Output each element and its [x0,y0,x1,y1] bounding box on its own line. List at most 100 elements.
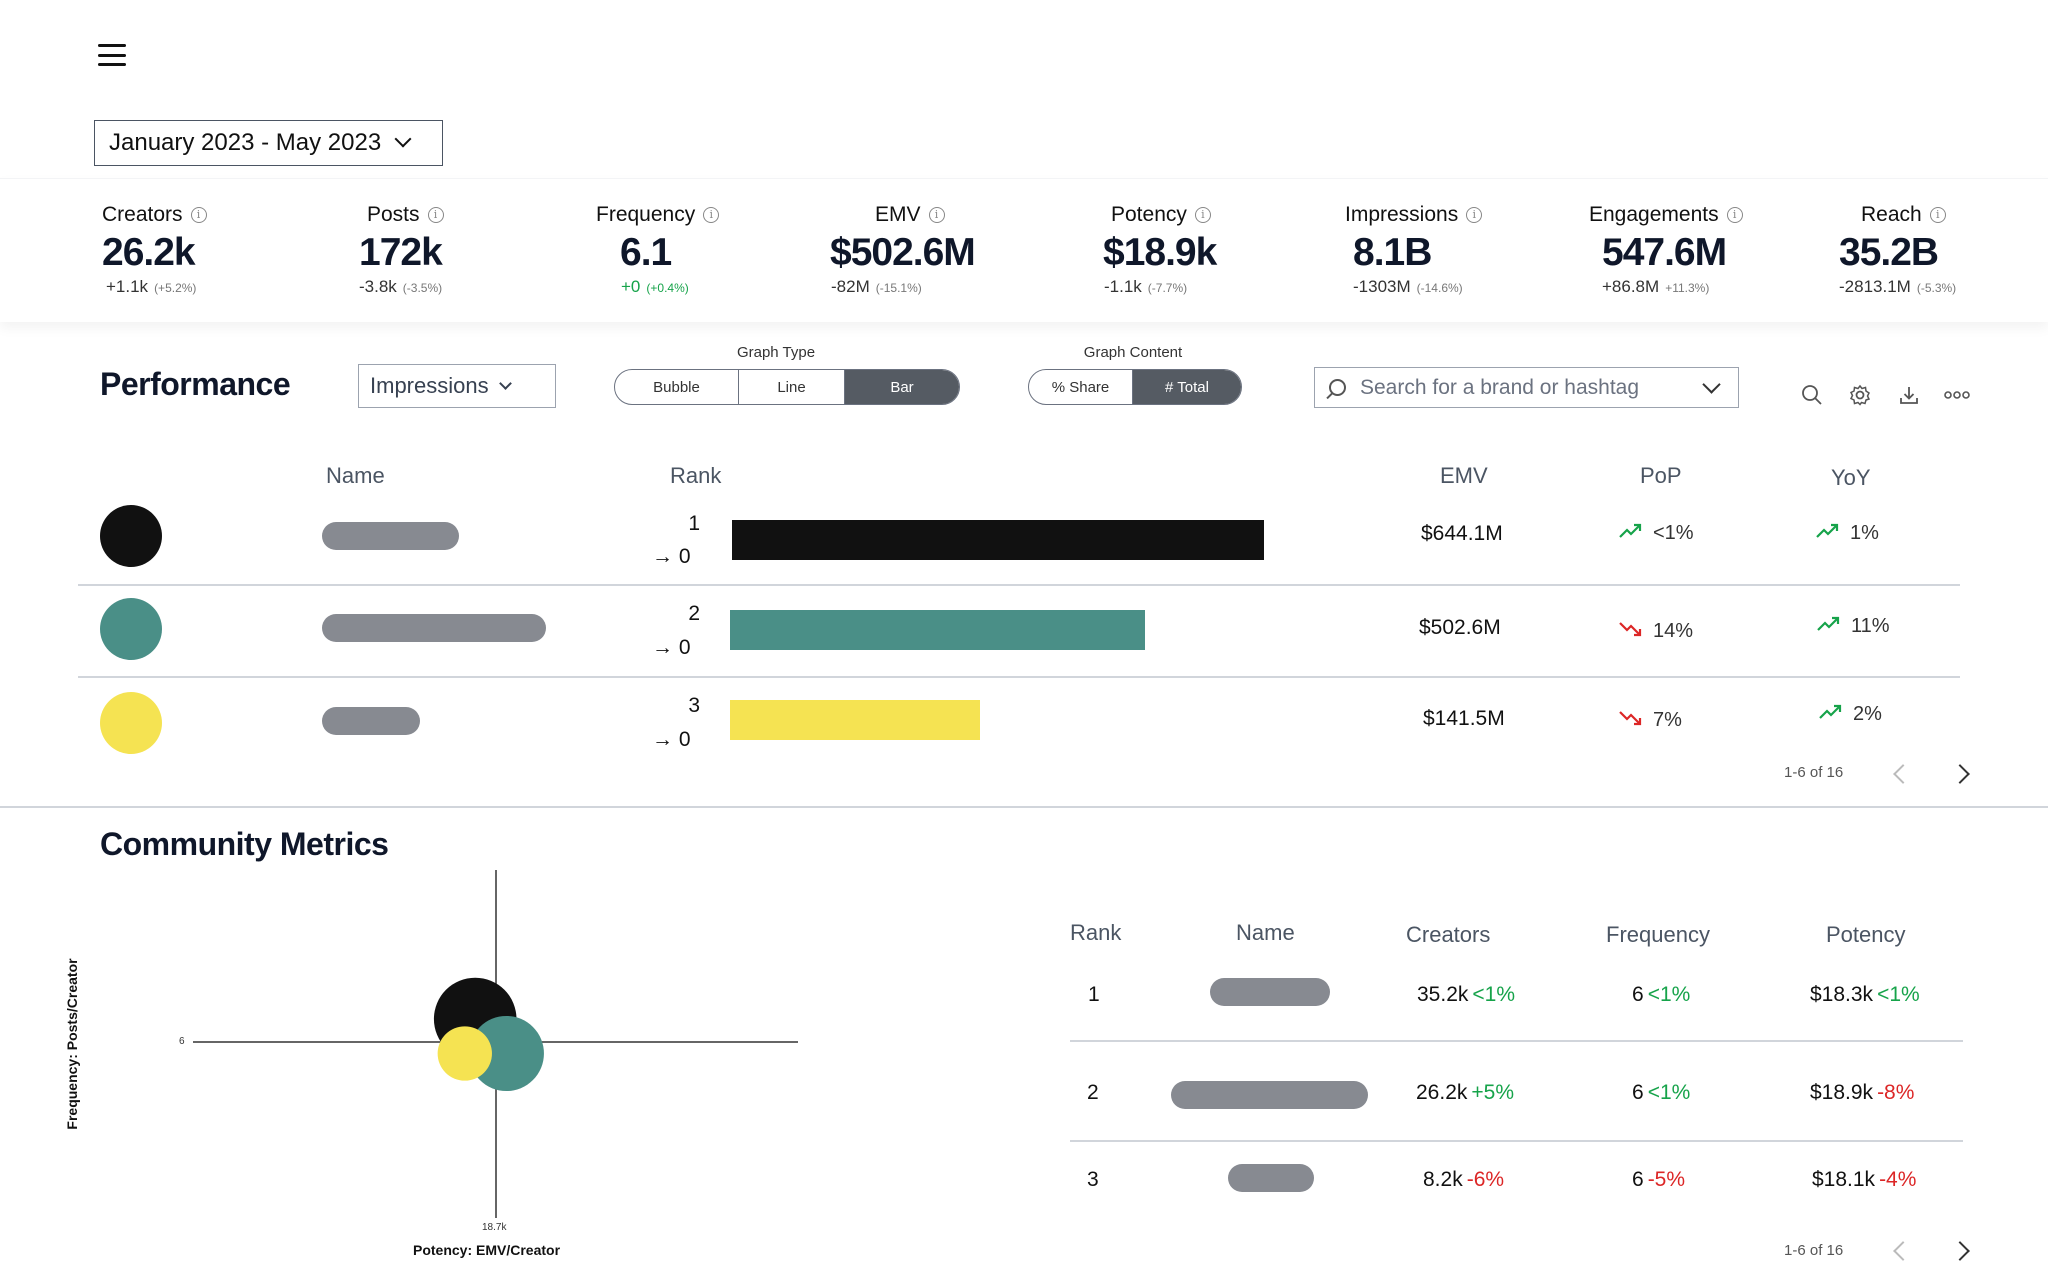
rank-change: → 0 [652,728,691,751]
potency-value: $18.1k [1812,1168,1876,1191]
pop-trend: 14% [1619,620,1693,643]
col-head-frequency: Frequency [1606,922,1710,947]
bubble-chart [193,870,798,1218]
brand-color-dot [100,692,162,754]
info-icon[interactable]: i [1194,207,1211,223]
rank-number: 2 [688,602,700,625]
graph-type-bar[interactable]: Bar [845,370,959,404]
y-axis-title: Frequency: Posts/Creator [64,958,80,1130]
pop-trend: <1% [1619,522,1694,545]
trend-up-icon [1619,522,1653,545]
info-icon[interactable]: i [703,207,720,223]
info-icon[interactable]: i [1929,207,1946,223]
info-icon[interactable]: i [1726,207,1743,223]
creators-cell: 26.2k +5% [1416,1081,1514,1105]
row-divider [78,584,1960,586]
col-head-creators: Creators [1406,922,1491,947]
row-divider [1070,1040,1963,1042]
kpi-delta-pct: (-15.1%) [875,281,922,295]
kpi-label: Creators [102,203,183,226]
x-axis-title: Potency: EMV/Creator [413,1242,561,1258]
search-icon [1329,379,1346,396]
performance-bar [730,700,980,740]
kpi-reach: Reach i 35.2B -2813.1M (-5.3%) [1839,203,1956,297]
kpi-creators: Creators i 26.2k +1.1k (+5.2%) [102,203,207,297]
info-icon[interactable]: i [1466,207,1483,223]
kpi-label: Impressions [1345,203,1459,226]
more-icon[interactable] [1944,382,1970,408]
rank-number: 1 [688,512,700,535]
rank-change: → 0 [652,545,691,568]
info-icon[interactable]: i [190,207,207,223]
yoy-trend: 1% [1816,522,1879,545]
potency-cell: $18.9k -8% [1810,1081,1914,1105]
col-head-rank: Rank [1070,920,1122,945]
trend-down-icon [1619,620,1653,643]
potency-delta: -8% [1877,1081,1915,1104]
kpi-value: 172k [359,231,443,274]
chevron-right-icon[interactable] [1950,764,1970,784]
potency-cell: $18.3k <1% [1810,983,1920,1007]
info-icon[interactable]: i [928,207,945,223]
chevron-left-icon[interactable] [1893,764,1913,784]
metric-select[interactable]: Impressions [358,364,556,408]
pop-trend: 7% [1619,709,1682,732]
frequency-value: 6 [1632,983,1644,1006]
creators-delta: -6% [1466,1168,1505,1191]
date-range-select[interactable]: January 2023 - May 2023 [94,120,443,166]
trend-up-icon [1816,522,1850,545]
chevron-left-icon[interactable] [1893,1241,1913,1261]
hamburger-menu-icon[interactable] [98,44,126,66]
graph-type-bubble[interactable]: Bubble [615,370,739,404]
gear-icon[interactable] [1847,382,1873,408]
pop-value: 7% [1653,709,1682,731]
col-head-pop: PoP [1640,463,1682,488]
emv-value: $502.6M [1419,616,1501,639]
col-head-emv: EMV [1440,463,1488,488]
brand-search-select[interactable]: Search for a brand or hashtag [1314,367,1739,408]
potency-delta: <1% [1877,983,1920,1006]
rank-number: 3 [688,694,700,717]
brand-name-redacted [322,707,420,735]
chevron-down-icon [394,130,412,148]
kpi-value: $502.6M [830,231,976,274]
chevron-right-icon[interactable] [1950,1241,1970,1261]
yoy-value: 2% [1853,703,1882,725]
creators-delta: +5% [1471,1081,1514,1104]
graph-content-total[interactable]: # Total [1133,370,1241,404]
performance-bar [732,520,1264,560]
search-icon[interactable] [1799,382,1825,408]
brand-name-redacted [322,614,546,642]
trend-down-icon [1619,709,1653,732]
bubble-brand-2[interactable] [468,1015,544,1092]
kpi-delta-pct: (+5.2%) [154,281,197,295]
kpi-summary-bar: Creators i 26.2k +1.1k (+5.2%) Posts i 172k… [0,178,2048,322]
creators-cell: 8.2k -6% [1423,1168,1504,1192]
pop-value: <1% [1653,522,1694,544]
creators-delta: <1% [1472,983,1515,1006]
metric-select-value: Impressions [370,373,489,398]
yoy-trend: 2% [1819,703,1882,726]
kpi-delta: +86.8M [1602,277,1660,296]
kpi-label: EMV [875,203,921,226]
kpi-potency: Potency i $18.9k -1.1k (-7.7%) [1103,203,1217,297]
kpi-label: Frequency [596,203,696,226]
trend-up-icon [1817,615,1851,638]
kpi-posts: Posts i 172k -3.8k (-3.5%) [359,203,444,297]
pager-label: 1-6 of 16 [1784,1242,1844,1259]
graph-content-share[interactable]: % Share [1029,370,1133,404]
graph-type-line[interactable]: Line [739,370,845,404]
potency-delta: -4% [1879,1168,1917,1191]
kpi-delta-pct: (-7.7%) [1147,281,1188,295]
yoy-value: 11% [1851,615,1890,637]
download-icon[interactable] [1896,382,1922,408]
kpi-delta: +1.1k [106,277,149,296]
brand-name-redacted [1228,1164,1314,1192]
frequency-cell: 6 -5% [1632,1168,1685,1192]
kpi-value: 8.1B [1353,231,1432,274]
rank-number: 2 [1087,1081,1099,1104]
bubble-brand-3[interactable] [437,1026,492,1081]
performance-bar [730,610,1145,650]
kpi-delta-pct: (-14.6%) [1416,281,1463,295]
info-icon[interactable]: i [427,207,444,223]
